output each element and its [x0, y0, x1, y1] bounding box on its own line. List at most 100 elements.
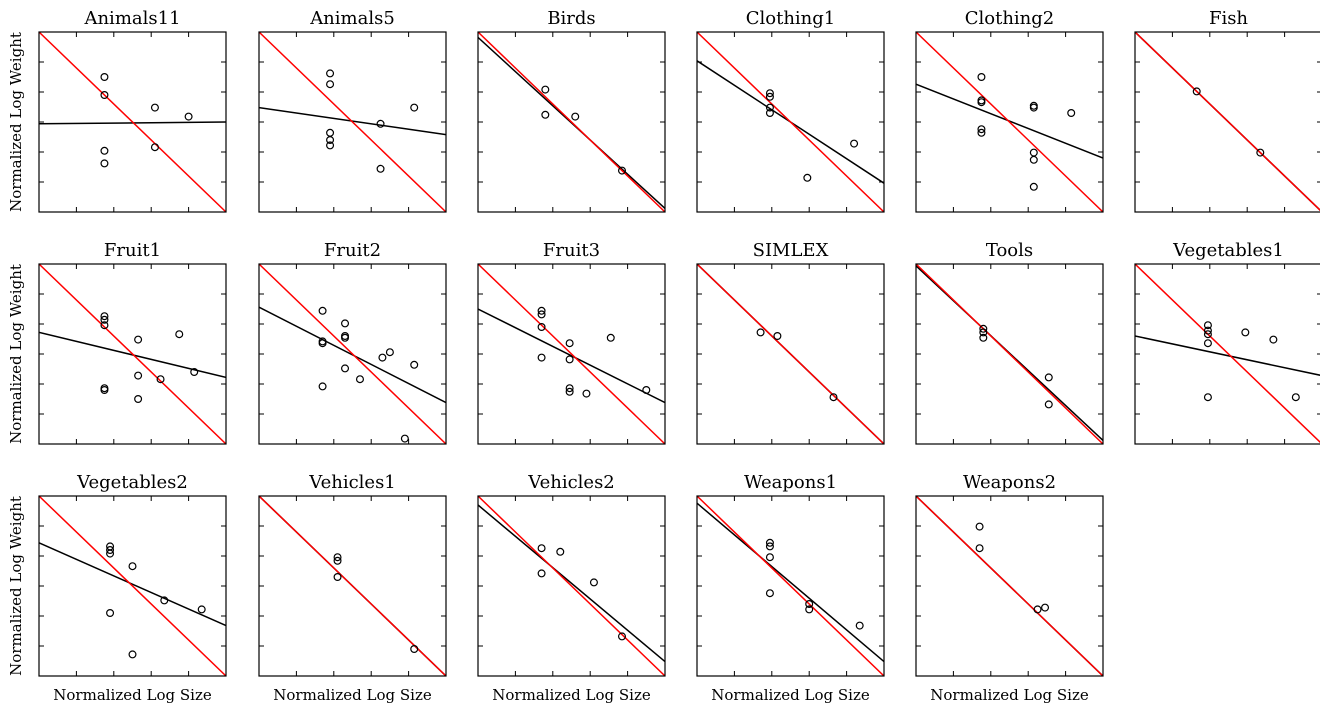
- panel-title: Fruit1: [104, 240, 161, 261]
- series-lines: [39, 32, 226, 212]
- data-point: [829, 393, 838, 402]
- data-point: [565, 387, 574, 396]
- series-lines: [259, 32, 446, 212]
- data-point: [765, 92, 774, 101]
- data-point: [571, 112, 580, 121]
- data-point: [1269, 335, 1278, 344]
- series-lines: [39, 496, 226, 676]
- y-axis-label: Normalized Log Weight: [7, 496, 25, 676]
- panel-title: Weapons1: [744, 472, 837, 493]
- series-lines: [916, 32, 1103, 212]
- axis-ticks: [259, 264, 446, 444]
- axis-ticks: [478, 32, 665, 212]
- data-point: [1041, 603, 1050, 612]
- plot-frame: [915, 263, 1104, 445]
- fit-line: [1135, 335, 1320, 376]
- data-point: [333, 553, 342, 562]
- panel-tools: Tools: [915, 240, 1104, 445]
- data-point: [803, 173, 812, 182]
- data-point: [1256, 148, 1265, 157]
- series-lines: [1135, 32, 1320, 212]
- panel-title: Vegetables1: [1172, 240, 1284, 261]
- panel-vegetables1: Vegetables1: [1134, 240, 1320, 445]
- x-axis-label: Normalized Log Size: [711, 686, 870, 704]
- data-point: [326, 128, 335, 137]
- identity-line: [259, 264, 446, 444]
- y-axis-label: Normalized Log Weight: [7, 32, 25, 212]
- plot-frame: [477, 495, 666, 677]
- series-lines: [1135, 264, 1320, 444]
- identity-line: [39, 496, 226, 676]
- fit-line: [39, 542, 226, 627]
- panel-clothing2: Clothing2: [915, 8, 1104, 213]
- series-lines: [697, 32, 884, 212]
- data-point: [589, 578, 598, 587]
- data-point: [160, 596, 169, 605]
- data-point: [1241, 328, 1250, 337]
- plot-frame: [696, 31, 885, 213]
- series-lines: [478, 264, 665, 444]
- data-point: [565, 355, 574, 364]
- data-point: [805, 605, 814, 614]
- data-point: [582, 389, 591, 398]
- data-point: [106, 608, 115, 617]
- panel-weapons1: Weapons1: [696, 472, 885, 677]
- data-point: [341, 364, 350, 373]
- scatter-points: [537, 306, 651, 398]
- identity-line: [1135, 264, 1320, 444]
- panel-fruit2: Fruit2: [258, 240, 447, 445]
- panel-title: Clothing2: [965, 8, 1055, 29]
- data-point: [1192, 87, 1201, 96]
- data-point: [156, 375, 165, 384]
- identity-line: [916, 264, 1103, 444]
- panel-fruit3: Fruit3: [477, 240, 666, 445]
- data-point: [1203, 339, 1212, 348]
- data-point: [333, 572, 342, 581]
- data-point: [326, 141, 335, 150]
- data-point: [606, 333, 615, 342]
- panel-fruit1: Fruit1 Normalized Log Weight: [7, 240, 227, 445]
- axis-ticks: [259, 496, 446, 676]
- data-point: [765, 103, 774, 112]
- plot-frame: [1134, 31, 1320, 213]
- data-point: [100, 90, 109, 99]
- scatter-points: [100, 72, 193, 168]
- plot-frame: [38, 263, 227, 445]
- data-point: [410, 103, 419, 112]
- plot-frame: [915, 495, 1104, 677]
- axis-ticks: [478, 496, 665, 676]
- panel-simlex: SIMLEX: [696, 240, 885, 445]
- data-point: [642, 386, 651, 395]
- scatter-points: [318, 306, 419, 443]
- scatter-points: [979, 324, 1053, 409]
- identity-line: [697, 32, 884, 212]
- panel-vehicles1: Vehicles1: [258, 472, 447, 677]
- identity-line: [259, 32, 446, 212]
- data-point: [100, 72, 109, 81]
- series-lines: [39, 264, 226, 444]
- panel-title: Birds: [547, 8, 595, 29]
- data-point: [537, 310, 546, 319]
- panel-title: Fruit3: [543, 240, 600, 261]
- fit-line: [478, 504, 665, 663]
- data-point: [190, 368, 199, 377]
- data-point: [565, 384, 574, 393]
- data-point: [765, 108, 774, 117]
- data-point: [128, 562, 137, 571]
- scatter-points: [333, 553, 419, 653]
- data-point: [855, 621, 864, 630]
- data-point: [376, 164, 385, 173]
- data-point: [134, 335, 143, 344]
- panel-title: Vehicles1: [308, 472, 396, 493]
- data-point: [326, 136, 335, 145]
- scatter-points: [977, 72, 1076, 191]
- data-point: [134, 395, 143, 404]
- data-point: [400, 434, 409, 443]
- data-point: [150, 143, 159, 152]
- data-point: [128, 650, 137, 659]
- scatter-points: [100, 312, 199, 404]
- data-point: [1044, 373, 1053, 382]
- plot-frame: [1134, 263, 1320, 445]
- panel-vehicles2: Vehicles2: [477, 472, 666, 677]
